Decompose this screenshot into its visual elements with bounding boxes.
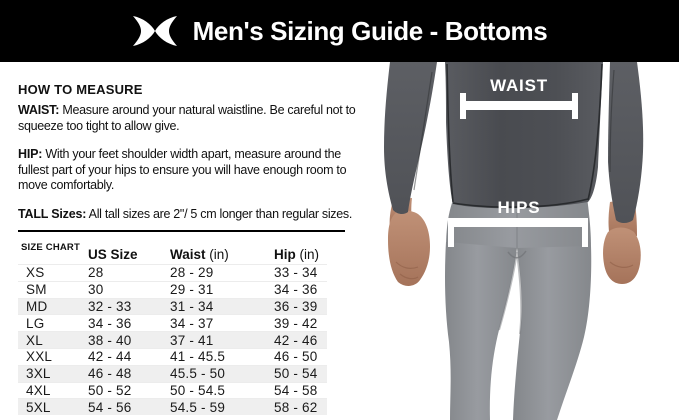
table-row: XXL 42 - 44 41 - 45.5 46 - 50 <box>18 347 327 365</box>
size-value: 29 - 31 <box>170 282 214 298</box>
size-value: 42 - 44 <box>88 349 132 365</box>
table-row: 4XL 50 - 52 50 - 54.5 54 - 58 <box>18 381 327 399</box>
how-to-measure-section: HOW TO MEASURE WAIST: Measure around you… <box>18 82 370 416</box>
size-value: 54.5 - 59 <box>170 399 226 415</box>
size-label: SM <box>26 282 47 298</box>
size-value: 42 - 46 <box>274 332 318 348</box>
waist-instructions-text: Measure around your natural waistline. B… <box>18 103 356 133</box>
size-value: 50 - 54 <box>274 366 318 382</box>
column-header: Waist (in) <box>170 247 229 262</box>
size-value: 41 - 45.5 <box>170 349 226 365</box>
column-header: US Size <box>88 247 138 262</box>
table-row: MD 32 - 33 31 - 34 36 - 39 <box>18 297 327 315</box>
size-label: XXL <box>26 349 53 365</box>
size-value: 34 - 36 <box>274 282 318 298</box>
size-label: 4XL <box>26 382 51 398</box>
size-label: LG <box>26 315 45 331</box>
model-shirt <box>384 62 644 223</box>
waist-instructions-label: WAIST: <box>18 103 60 117</box>
table-row: XL 38 - 40 37 - 41 42 - 46 <box>18 331 327 348</box>
size-value: 50 - 52 <box>88 382 132 398</box>
hip-instructions: HIP: With your feet shoulder width apart… <box>18 147 370 194</box>
size-value: 31 - 34 <box>170 298 214 314</box>
size-label: XL <box>26 332 43 348</box>
hip-instructions-label: HIP: <box>18 147 43 161</box>
size-value: 58 - 62 <box>274 399 318 415</box>
size-value: 30 <box>88 282 104 298</box>
size-value: 28 <box>88 265 104 281</box>
page-header: Men's Sizing Guide - Bottoms <box>0 0 679 62</box>
hip-instructions-text: With your feet shoulder width apart, mea… <box>18 147 347 192</box>
size-value: 37 - 41 <box>170 332 214 348</box>
size-value: 50 - 54.5 <box>170 382 226 398</box>
page-title: Men's Sizing Guide - Bottoms <box>192 15 548 46</box>
size-value: 46 - 50 <box>274 349 318 365</box>
how-to-measure-heading: HOW TO MEASURE <box>18 82 143 97</box>
size-value: 39 - 42 <box>274 315 318 331</box>
size-value: 46 - 48 <box>88 366 132 382</box>
size-chart-rows: XS 28 28 - 29 33 - 34 SM 30 29 - 31 34 - 36 MD 32… <box>18 264 370 416</box>
hips-measure-line <box>448 218 588 247</box>
waist-measure-line <box>460 93 578 119</box>
under-armour-logo-icon <box>132 16 177 46</box>
table-row: SM 30 29 - 31 34 - 36 <box>18 280 327 298</box>
tall-sizes-note: TALL Sizes: All tall sizes are 2"/ 5 cm … <box>18 207 370 223</box>
size-label: XS <box>26 265 45 281</box>
size-label: 5XL <box>26 399 51 415</box>
tall-sizes-text: All tall sizes are 2"/ 5 cm longer than … <box>88 206 353 221</box>
waist-measure: WAIST <box>460 76 578 119</box>
size-value: 54 - 58 <box>274 382 318 398</box>
size-value: 36 - 39 <box>274 298 318 314</box>
size-value: 33 - 34 <box>274 265 318 281</box>
model-leggings <box>445 197 592 420</box>
size-value: 54 - 56 <box>88 399 132 415</box>
size-value: 34 - 36 <box>88 315 132 331</box>
hips-measure-label: HIPS <box>498 198 541 217</box>
tall-sizes-label: TALL Sizes: <box>18 206 87 221</box>
table-row: 3XL 46 - 48 45.5 - 50 50 - 54 <box>18 364 327 382</box>
size-chart-label: SIZE CHART <box>21 242 80 253</box>
size-value: 34 - 37 <box>170 315 214 331</box>
size-value: 45.5 - 50 <box>170 366 226 382</box>
size-value: 38 - 40 <box>88 332 132 348</box>
model-photo: WAIST HIPS <box>384 62 644 420</box>
divider-rule <box>18 230 345 232</box>
table-row: LG 34 - 36 34 - 37 39 - 42 <box>18 314 327 331</box>
size-chart-header-row: SIZE CHART US Size Waist (in) Hip (in) <box>18 238 327 264</box>
waist-instructions: WAIST: Measure around your natural waist… <box>18 103 370 134</box>
size-value: 28 - 29 <box>170 265 214 281</box>
size-label: 3XL <box>26 366 51 382</box>
hips-measure: HIPS <box>448 198 588 247</box>
size-value: 32 - 33 <box>88 298 132 314</box>
table-row: XS 28 28 - 29 33 - 34 <box>18 264 327 281</box>
column-header: Hip (in) <box>274 247 319 262</box>
waist-measure-label: WAIST <box>490 76 548 95</box>
size-label: MD <box>26 298 48 314</box>
table-row: 5XL 54 - 56 54.5 - 59 58 - 62 <box>18 398 327 416</box>
